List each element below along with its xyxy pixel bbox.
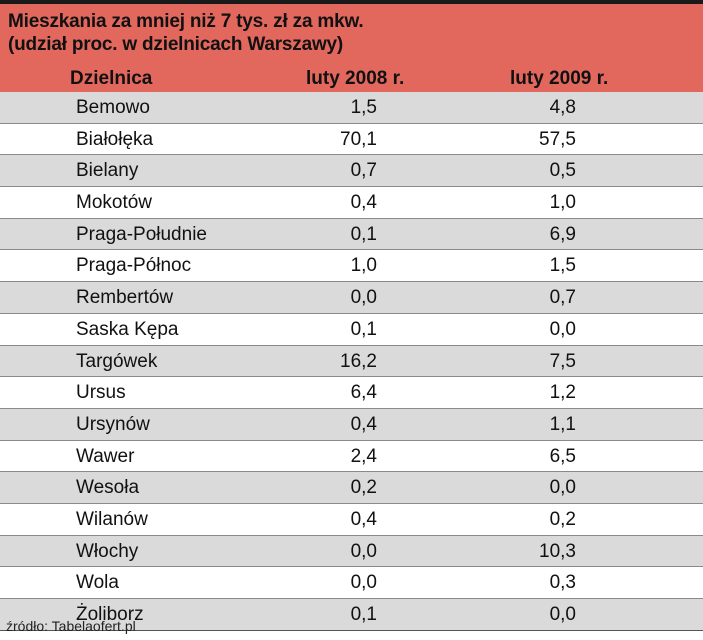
value-2008-cell: 0,4 bbox=[350, 413, 377, 435]
table-header: Mieszkania za mniej niż 7 tys. zł za mkw… bbox=[0, 4, 703, 92]
table-row: Bemowo 1,5 4,8 bbox=[0, 92, 703, 124]
table-row: Bielany 0,7 0,5 bbox=[0, 155, 703, 188]
source-note: źródło: Tabelaofert.pl bbox=[6, 618, 136, 634]
value-2009-cell: 0,5 bbox=[549, 160, 576, 182]
district-name-cell: Targówek bbox=[76, 350, 158, 372]
column-header-feb-2008: luty 2008 r. bbox=[306, 68, 405, 89]
table-row: Ursus 6,4 1,2 bbox=[0, 377, 703, 409]
district-name-cell: Wesoła bbox=[76, 477, 140, 499]
table-row: Praga-Południe 0,1 6,9 bbox=[0, 218, 703, 251]
value-2008-cell: 0,4 bbox=[350, 508, 377, 530]
district-name-cell: Ursus bbox=[76, 382, 126, 404]
district-name-cell: Praga-Północ bbox=[76, 255, 192, 277]
table-row: Praga-Północ 1,0 1,5 bbox=[0, 250, 703, 283]
table-row: Żoliborz 0,1 0,0 bbox=[0, 599, 703, 631]
table-row: Rembertów 0,0 0,7 bbox=[0, 282, 703, 314]
value-2008-cell: 6,4 bbox=[350, 382, 377, 404]
table-title: Mieszkania za mniej niż 7 tys. zł za mkw… bbox=[8, 10, 688, 56]
table-row: Włochy 0,0 10,3 bbox=[0, 535, 703, 568]
table-row: Targówek 16,2 7,5 bbox=[0, 345, 703, 378]
value-2008-cell: 0,0 bbox=[350, 572, 377, 594]
value-2009-cell: 0,0 bbox=[549, 318, 576, 340]
table-row: Białołęka 70,1 57,5 bbox=[0, 123, 703, 156]
value-2008-cell: 70,1 bbox=[340, 128, 377, 150]
district-name-cell: Praga-Południe bbox=[76, 223, 207, 245]
district-name-cell: Ursynów bbox=[76, 413, 150, 435]
value-2009-cell: 6,5 bbox=[549, 445, 576, 467]
value-2009-cell: 1,2 bbox=[549, 382, 576, 404]
value-2008-cell: 0,4 bbox=[350, 192, 377, 214]
value-2008-cell: 0,0 bbox=[350, 287, 377, 309]
table-row: Wesoła 0,2 0,0 bbox=[0, 472, 703, 504]
top-rule bbox=[0, 0, 703, 4]
value-2008-cell: 0,7 bbox=[350, 160, 377, 182]
value-2009-cell: 0,3 bbox=[549, 572, 576, 594]
column-header-district: Dzielnica bbox=[70, 68, 153, 89]
table-row: Wawer 2,4 6,5 bbox=[0, 440, 703, 473]
value-2009-cell: 1,1 bbox=[549, 413, 576, 435]
district-name-cell: Bemowo bbox=[76, 97, 150, 118]
value-2008-cell: 0,1 bbox=[350, 604, 377, 625]
district-name-cell: Mokotów bbox=[76, 192, 153, 214]
district-name-cell: Rembertów bbox=[76, 287, 174, 309]
value-2008-cell: 0,1 bbox=[350, 223, 377, 245]
table-row: Saska Kępa 0,1 0,0 bbox=[0, 313, 703, 346]
title-line-1: Mieszkania za mniej niż 7 tys. zł za mkw… bbox=[8, 11, 364, 32]
district-name-cell: Wawer bbox=[76, 445, 135, 467]
value-2008-cell: 1,5 bbox=[350, 97, 377, 118]
district-name-cell: Wola bbox=[76, 572, 119, 594]
value-2008-cell: 0,1 bbox=[350, 318, 377, 340]
column-header-feb-2009: luty 2009 r. bbox=[510, 68, 609, 89]
value-2009-cell: 0,0 bbox=[549, 477, 576, 499]
value-2009-cell: 57,5 bbox=[539, 128, 576, 150]
value-2008-cell: 16,2 bbox=[340, 350, 377, 372]
district-name-cell: Bielany bbox=[76, 160, 139, 182]
value-2009-cell: 10,3 bbox=[539, 540, 576, 562]
table-row: Ursynów 0,4 1,1 bbox=[0, 408, 703, 441]
title-line-2: (udział proc. w dzielnicach Warszawy) bbox=[8, 34, 344, 55]
value-2008-cell: 0,2 bbox=[350, 477, 377, 499]
table-row: Mokotów 0,4 1,0 bbox=[0, 187, 703, 219]
value-2009-cell: 6,9 bbox=[549, 223, 576, 245]
value-2009-cell: 0,2 bbox=[549, 508, 576, 530]
value-2009-cell: 7,5 bbox=[549, 350, 576, 372]
district-name-cell: Saska Kępa bbox=[76, 318, 179, 340]
value-2009-cell: 1,5 bbox=[549, 255, 576, 277]
value-2009-cell: 0,7 bbox=[549, 287, 576, 309]
value-2009-cell: 0,0 bbox=[549, 604, 576, 625]
value-2008-cell: 0,0 bbox=[350, 540, 377, 562]
value-2008-cell: 2,4 bbox=[350, 445, 377, 467]
district-name-cell: Żoliborz bbox=[76, 604, 144, 625]
district-name-cell: Włochy bbox=[76, 540, 139, 562]
district-name-cell: Białołęka bbox=[76, 128, 154, 150]
value-2009-cell: 4,8 bbox=[549, 97, 576, 118]
value-2008-cell: 1,0 bbox=[350, 255, 377, 277]
table-row: Wola 0,0 0,3 bbox=[0, 567, 703, 599]
table-body: Bemowo 1,5 4,8 Białołęka 70,1 57,5 Bielany 0,7 0… bbox=[0, 92, 703, 631]
value-2009-cell: 1,0 bbox=[549, 192, 576, 214]
table-row: Wilanów 0,4 0,2 bbox=[0, 503, 703, 536]
district-name-cell: Wilanów bbox=[76, 508, 148, 530]
